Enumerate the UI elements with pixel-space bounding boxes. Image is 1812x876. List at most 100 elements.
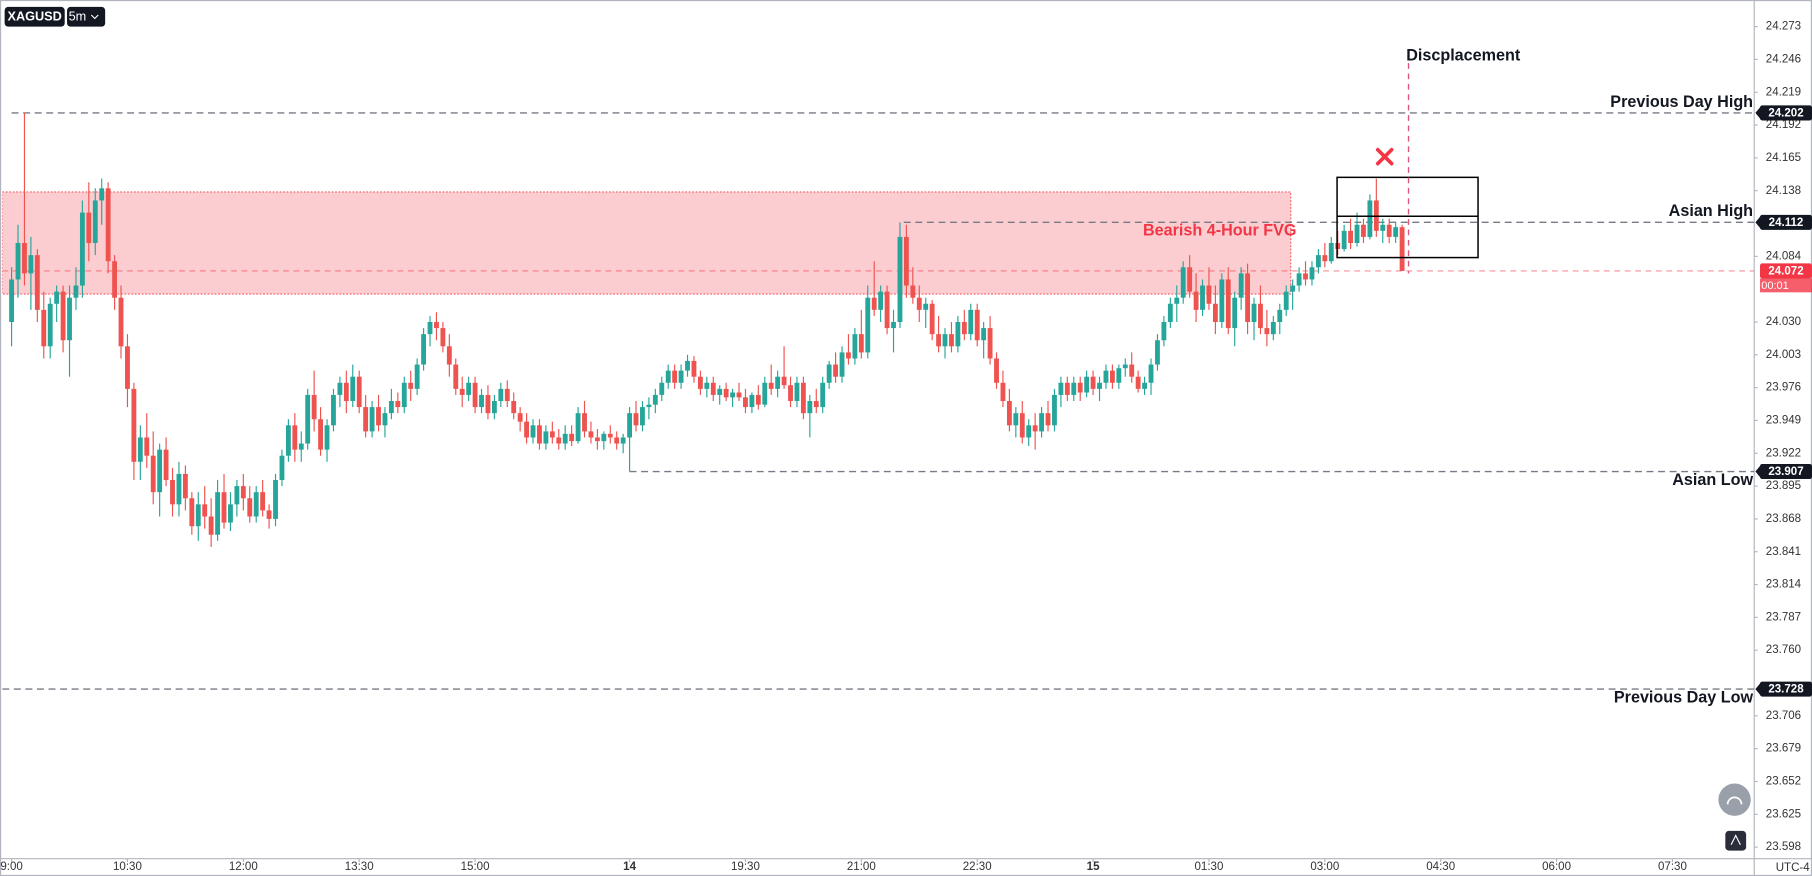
- candle-body: [1174, 297, 1180, 304]
- candle-body: [1212, 303, 1218, 323]
- candle-body: [891, 322, 896, 329]
- candle-body: [640, 407, 645, 426]
- candle-body: [311, 394, 317, 420]
- candle-body: [1251, 303, 1257, 323]
- candle-body: [1232, 297, 1238, 329]
- candle-body: [1238, 273, 1244, 298]
- y-tick-label: 23.679: [1766, 743, 1801, 755]
- y-tick-label: 23.760: [1766, 644, 1801, 656]
- symbol: XAGUSD: [7, 9, 61, 24]
- candle-body: [788, 385, 793, 402]
- candle-body: [556, 437, 562, 444]
- candle-body: [260, 492, 266, 511]
- candle-body: [1303, 273, 1308, 280]
- countdown-tag: [1759, 278, 1812, 293]
- candle-body: [1090, 376, 1096, 389]
- price-tag: [1759, 681, 1812, 697]
- price-tag-label: 23.907: [1768, 466, 1803, 478]
- candle-body: [215, 492, 221, 535]
- candle-body: [92, 200, 98, 243]
- candle-body: [614, 437, 620, 444]
- candle-body: [659, 382, 665, 395]
- candle-body: [376, 407, 381, 426]
- candle-body: [1006, 401, 1012, 426]
- price-tag-pointer: [1755, 682, 1762, 697]
- candle-body: [34, 255, 40, 310]
- candle-body: [421, 334, 427, 365]
- candle-body: [569, 433, 575, 442]
- candle-body: [652, 394, 658, 405]
- interval-badge[interactable]: [67, 6, 106, 27]
- candle-body: [833, 364, 839, 377]
- candle-body: [633, 413, 639, 426]
- candle-body: [1354, 224, 1360, 243]
- price-tag-label: 24.202: [1768, 108, 1803, 120]
- candle-body: [1103, 370, 1109, 383]
- candle-body: [846, 352, 851, 359]
- symbol-badge[interactable]: [4, 6, 65, 27]
- reset-icon[interactable]: [1718, 783, 1751, 816]
- candle-body: [1380, 224, 1386, 231]
- candle-body: [182, 473, 188, 499]
- candle-body: [968, 309, 974, 335]
- candle-body: [176, 473, 182, 505]
- candle-body: [1071, 382, 1077, 395]
- x-tick-label: 15: [1087, 861, 1100, 873]
- candle-body: [234, 486, 240, 505]
- candle-body: [99, 188, 105, 201]
- timezone[interactable]: UTC-4: [1776, 862, 1811, 874]
- candle-body: [459, 388, 465, 395]
- candle-body: [1045, 413, 1051, 426]
- candle-body: [1206, 285, 1212, 304]
- candle-body: [498, 388, 504, 402]
- interval-chevron: [90, 14, 99, 20]
- candle-body: [331, 394, 336, 426]
- candle-body: [820, 382, 826, 408]
- x-tick-label: 21:00: [847, 861, 876, 873]
- candle-body: [582, 413, 587, 432]
- candle-body: [1167, 303, 1173, 323]
- y-tick-label: 24.219: [1766, 86, 1801, 98]
- y-tick-label: 23.976: [1766, 382, 1801, 394]
- candle-body: [54, 291, 60, 304]
- interval: 5m: [69, 9, 87, 24]
- y-tick-label: 24.246: [1766, 53, 1801, 65]
- candle-body: [318, 419, 324, 450]
- y-tick-label: 23.598: [1766, 841, 1801, 853]
- candle-body: [363, 407, 369, 432]
- y-tick-label: 23.787: [1766, 611, 1801, 623]
- y-tick-label: 23.625: [1766, 808, 1801, 820]
- candle-body: [41, 309, 47, 347]
- candle-body: [485, 394, 491, 414]
- candle-body: [794, 382, 800, 402]
- candle-body: [691, 360, 697, 377]
- y-tick-label: 23.706: [1766, 710, 1801, 722]
- x-tick-label: 04:30: [1426, 861, 1455, 873]
- candle-body: [157, 449, 163, 493]
- candle-body: [1026, 425, 1032, 438]
- candle-body: [865, 297, 871, 353]
- candle-body: [1322, 255, 1328, 262]
- candle-body: [395, 401, 401, 408]
- candle-body: [118, 297, 124, 347]
- auto-scale-icon[interactable]: [1725, 830, 1747, 851]
- candle-body: [839, 352, 845, 377]
- candle-body: [305, 394, 311, 444]
- candle-body: [665, 370, 671, 383]
- candle-body: [1367, 200, 1373, 237]
- candle-body: [936, 334, 942, 347]
- candle-body: [1193, 291, 1199, 310]
- candle-body: [112, 261, 118, 298]
- candle-body: [1064, 382, 1070, 395]
- candle-body: [1309, 267, 1315, 280]
- candle-body: [1348, 230, 1354, 243]
- candle-body: [382, 413, 388, 426]
- candle-body: [401, 382, 407, 408]
- auto-scale-glyph: [1730, 834, 1741, 846]
- candle-body: [1084, 376, 1090, 393]
- candle-body: [350, 376, 356, 402]
- y-tick-label: 23.949: [1766, 415, 1801, 427]
- candle-body: [878, 291, 884, 310]
- candle-body: [60, 291, 66, 341]
